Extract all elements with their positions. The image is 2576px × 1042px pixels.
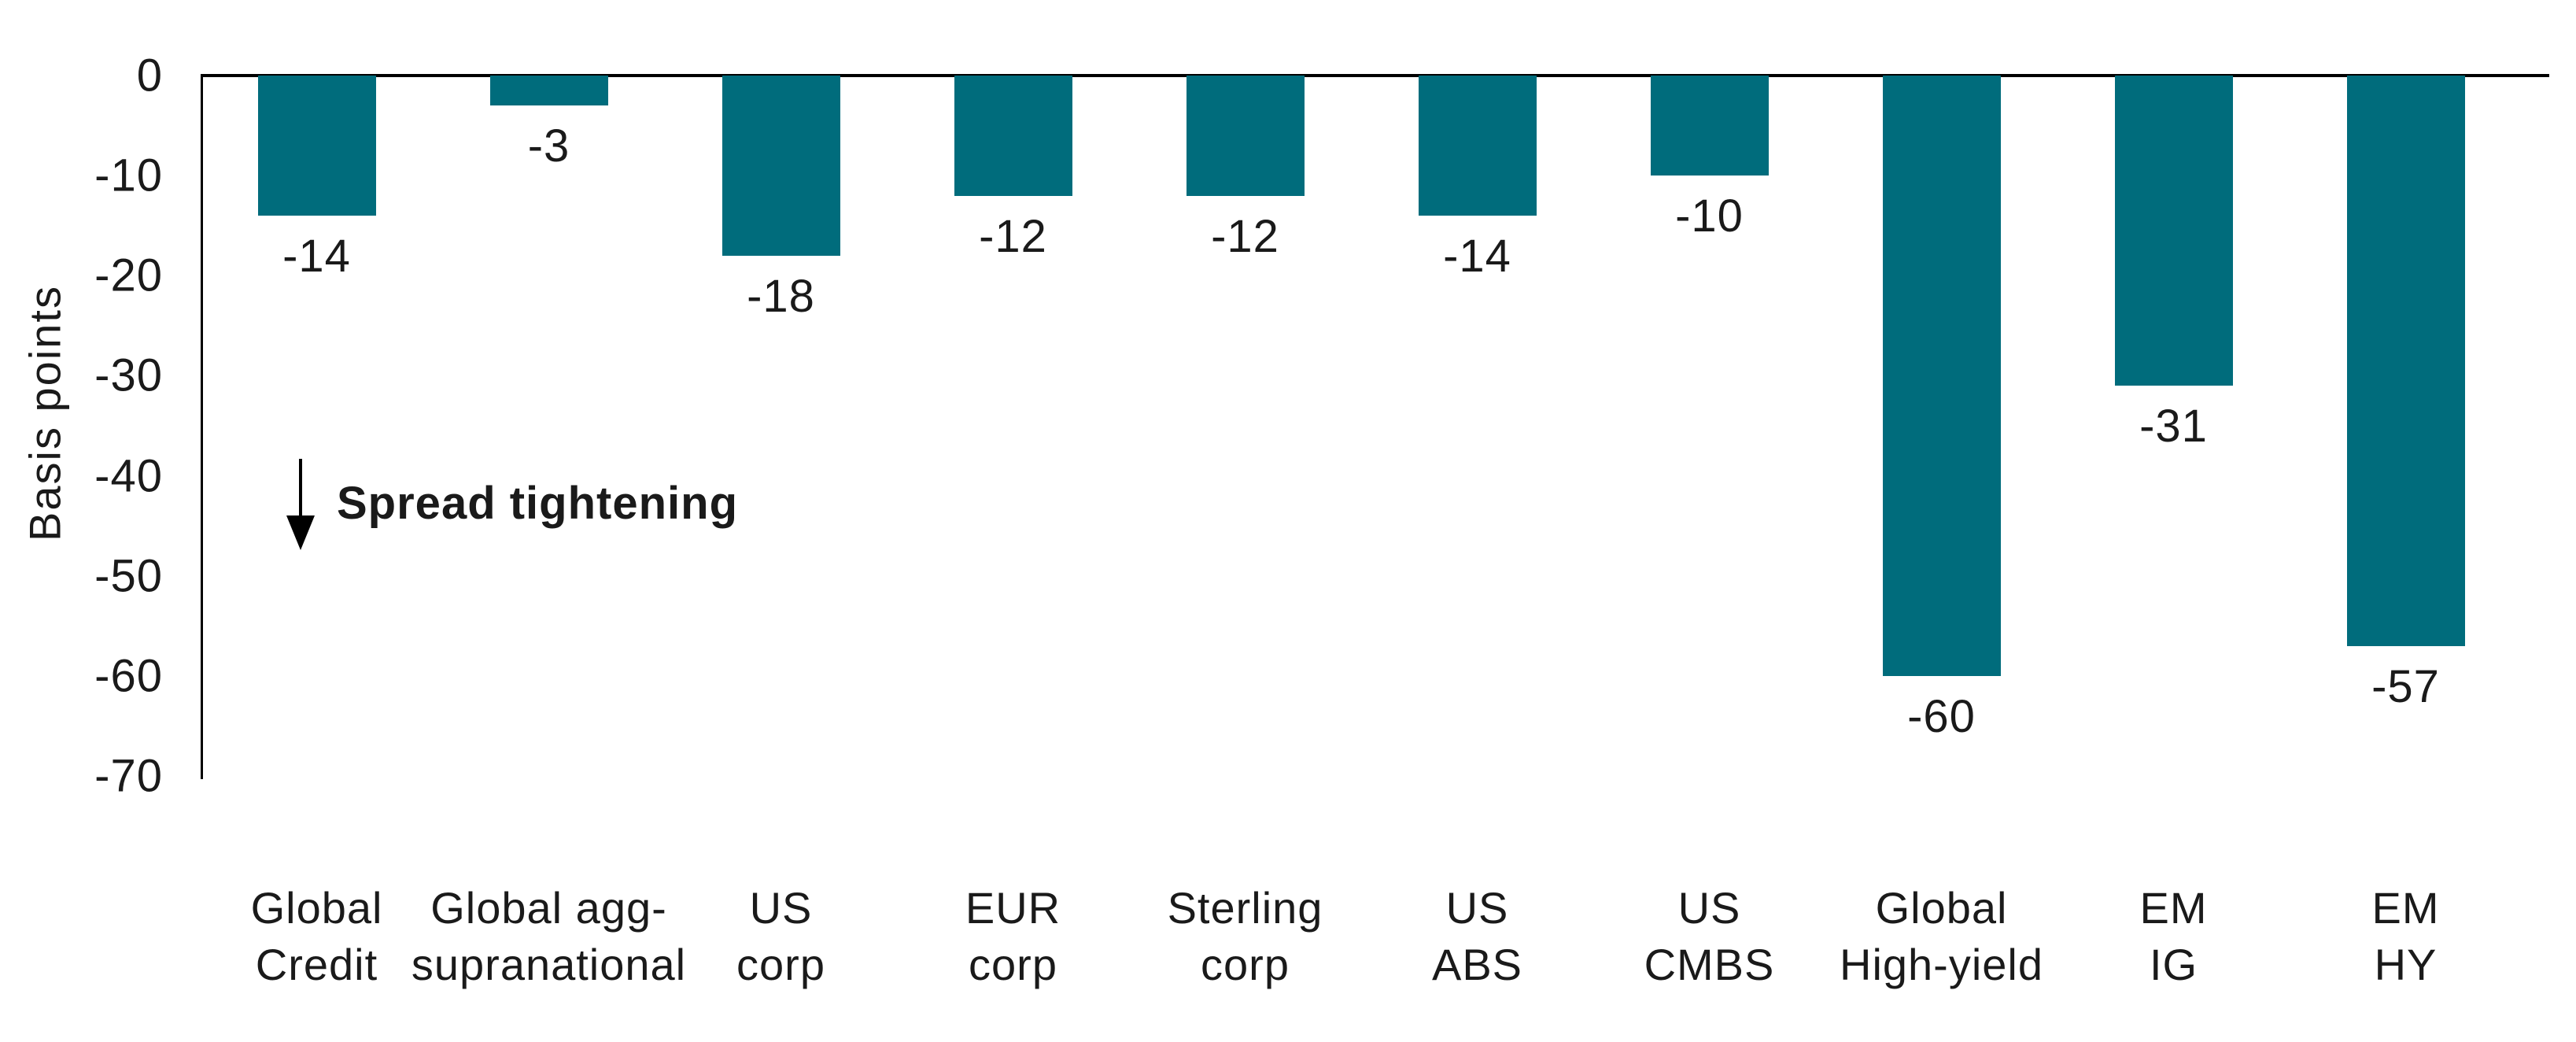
y-tick-label: -40	[94, 450, 163, 502]
bar-value-label: -3	[527, 120, 570, 172]
y-tick-label: -70	[94, 750, 163, 802]
bar-value-label: -12	[1211, 210, 1279, 262]
x-category-label: Global agg- supranational	[411, 883, 687, 989]
bar-value-label: -60	[1907, 690, 1976, 742]
y-tick-label: 0	[136, 50, 163, 102]
x-category-label: Global High-yield	[1840, 883, 2043, 989]
y-tick-label: -30	[94, 349, 163, 401]
bar	[1882, 76, 2001, 676]
x-category-label: EM IG	[2139, 883, 2208, 989]
bar	[489, 76, 608, 106]
y-axis-line	[201, 74, 203, 779]
down-arrow-icon-head	[286, 515, 315, 550]
x-category-label: US corp	[736, 883, 825, 989]
bar-value-label: -10	[1675, 190, 1744, 242]
bar	[1418, 76, 1537, 216]
y-tick-label: -10	[94, 150, 163, 201]
x-category-label: US ABS	[1431, 883, 1523, 989]
bar-value-label: -14	[282, 230, 351, 282]
bar	[722, 76, 840, 256]
bar-value-label: -12	[979, 210, 1047, 262]
x-axis-line	[201, 74, 2549, 77]
bar-value-label: -31	[2139, 401, 2208, 453]
x-category-label: Global Credit	[250, 883, 383, 989]
bar-value-label: -18	[747, 270, 815, 322]
bar	[954, 76, 1072, 196]
y-axis-title: Basis points	[20, 285, 70, 541]
bar	[2346, 76, 2465, 646]
y-tick-label: -50	[94, 550, 163, 602]
annotation-text: Spread tightening	[337, 478, 738, 529]
bar-value-label: -14	[1443, 230, 1511, 282]
down-arrow-icon	[299, 459, 302, 517]
x-category-label: EM HY	[2371, 883, 2440, 989]
bar	[257, 76, 376, 216]
x-category-label: Sterling corp	[1167, 883, 1323, 989]
x-category-label: EUR corp	[965, 883, 1061, 989]
bar-value-label: -57	[2371, 660, 2440, 712]
y-tick-label: -60	[94, 650, 163, 702]
x-category-label: US CMBS	[1644, 883, 1775, 989]
bar	[1650, 76, 1769, 176]
bar	[1186, 76, 1305, 196]
bar	[2114, 76, 2233, 386]
y-tick-label: -20	[94, 249, 163, 301]
